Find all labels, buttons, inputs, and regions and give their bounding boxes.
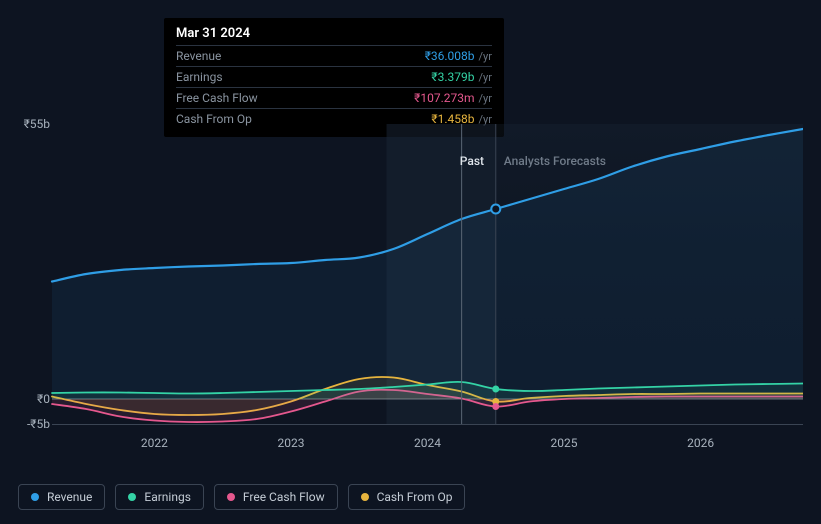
tooltip-metric-label: Earnings: [176, 70, 223, 84]
x-axis-label: 2024: [414, 436, 441, 450]
x-axis-label: 2026: [687, 436, 714, 450]
y-axis-label: ₹55b: [24, 117, 50, 131]
past-region-label: Past: [460, 154, 484, 168]
tooltip-metric-unit: /yr: [479, 71, 492, 84]
legend-item[interactable]: Cash From Op: [348, 484, 466, 510]
x-axis-label: 2023: [277, 436, 304, 450]
tooltip-metric-value: ₹3.379b: [431, 70, 474, 84]
legend-label: Earnings: [144, 490, 191, 504]
legend-label: Free Cash Flow: [243, 490, 325, 504]
tooltip-metric-label: Free Cash Flow: [176, 91, 258, 105]
forecast-region-label: Analysts Forecasts: [504, 154, 606, 168]
y-axis-label: ₹0: [37, 392, 50, 406]
tooltip-metric-value: ₹107.273m: [414, 91, 474, 105]
chart-svg: [18, 124, 803, 464]
tooltip-metric-value: ₹36.008b: [425, 49, 475, 63]
x-axis-label: 2022: [141, 436, 168, 450]
tooltip-row: Free Cash Flow ₹107.273m/yr: [176, 87, 492, 108]
tooltip-row: Earnings ₹3.379b/yr: [176, 66, 492, 87]
tooltip-date: Mar 31 2024: [176, 26, 492, 45]
tooltip-metric-label: Revenue: [176, 49, 221, 63]
tooltip-metric-unit: /yr: [479, 50, 492, 63]
legend-label: Revenue: [47, 490, 92, 504]
chart-area: ₹55b₹0-₹5b 20222023202420252026 Past Ana…: [18, 124, 803, 464]
legend-item[interactable]: Revenue: [18, 484, 105, 510]
tooltip-row: Revenue ₹36.008b/yr: [176, 45, 492, 66]
legend-item[interactable]: Free Cash Flow: [214, 484, 338, 510]
chart-tooltip: Mar 31 2024 Revenue ₹36.008b/yr Earnings ₹3…: [164, 18, 504, 137]
legend-dot-icon: [128, 493, 136, 501]
legend-dot-icon: [31, 493, 39, 501]
legend-label: Cash From Op: [377, 490, 453, 504]
legend-item[interactable]: Earnings: [115, 484, 204, 510]
y-axis-label: -₹5b: [27, 417, 50, 431]
tooltip-metric-unit: /yr: [479, 92, 492, 105]
legend-dot-icon: [361, 493, 369, 501]
x-axis-label: 2025: [551, 436, 578, 450]
legend-dot-icon: [227, 493, 235, 501]
legend: Revenue Earnings Free Cash Flow Cash From O…: [18, 484, 465, 510]
